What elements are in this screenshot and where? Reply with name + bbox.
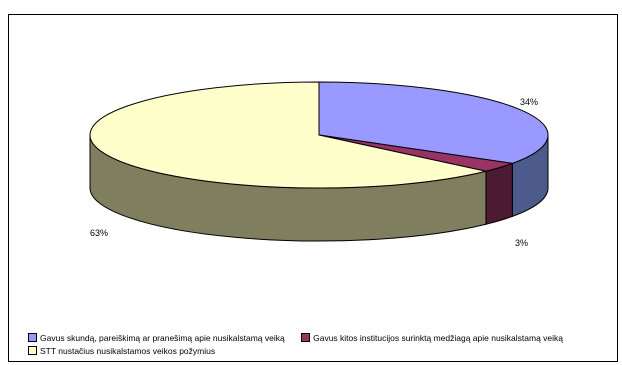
pie-slice-2 (89, 81, 487, 189)
legend-swatch-2 (28, 346, 37, 355)
data-label-2: 63% (90, 228, 108, 238)
legend-item-1: Gavus kitos institucijos surinktą medžia… (301, 332, 563, 345)
legend-item-2: STT nustačius nusikalstamos veikos požym… (28, 345, 215, 358)
legend-swatch-0 (28, 333, 37, 342)
pie-slice-side-1 (485, 162, 513, 225)
legend-item-0: Gavus skundą, pareiškimą ar pranešimą ap… (28, 332, 285, 345)
legend-swatch-1 (301, 333, 311, 342)
legend-label-2: STT nustačius nusikalstamos veikos požym… (40, 346, 216, 356)
legend-label-0: Gavus skundą, pareiškimą ar pranešimą ap… (40, 333, 285, 343)
data-label-1: 3% (515, 238, 528, 248)
legend-label-1: Gavus kitos institucijos surinktą medžia… (313, 333, 564, 343)
data-label-0: 34% (520, 97, 538, 107)
legend: Gavus skundą, pareiškimą ar pranešimą ap… (28, 332, 618, 358)
